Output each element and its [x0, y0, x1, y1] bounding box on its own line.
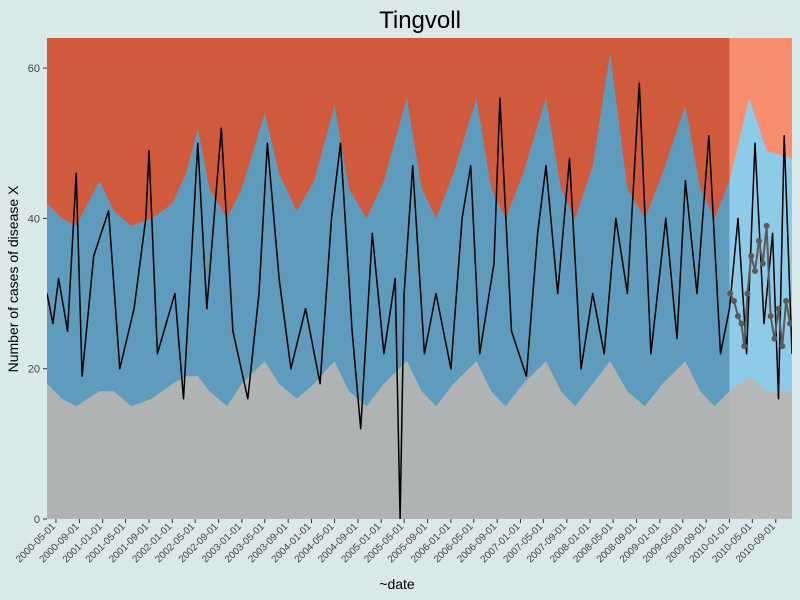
y-tick-label-0: 0	[34, 514, 40, 526]
plot-area	[47, 38, 792, 519]
forecast-point-3	[738, 320, 745, 327]
forecast-point-14	[779, 343, 786, 350]
forecast-point-2	[735, 313, 741, 320]
forecast-point-0	[727, 290, 734, 297]
plot-clipped-group	[47, 38, 792, 519]
forecast-lower-band	[729, 376, 792, 519]
forecast-point-6	[748, 253, 755, 259]
forecast-point-11	[767, 313, 774, 320]
forecast-point-9	[759, 260, 766, 267]
forecast-point-8	[756, 237, 762, 244]
observed-cases-line	[47, 82, 792, 519]
forecast-point-15	[783, 298, 790, 304]
chart-title: Tingvoll	[379, 7, 461, 34]
y-axis-title: Number of cases of disease X	[5, 185, 21, 372]
forecast-point-1	[731, 298, 737, 304]
forecast-point-7	[752, 268, 758, 274]
forecast-point-5	[744, 290, 751, 297]
y-axis: 0 20 40 60	[28, 63, 47, 526]
forecast-point-4	[741, 343, 748, 350]
forecast-point-16	[787, 320, 792, 327]
y-tick-label-40: 40	[28, 213, 40, 225]
x-axis-title: ~date	[379, 576, 415, 592]
historical-lower-band	[47, 361, 730, 519]
y-tick-label-60: 60	[28, 63, 40, 75]
y-tick-label-20: 20	[28, 364, 40, 376]
forecast-point-12	[771, 335, 778, 342]
forecast-point-10	[763, 222, 770, 229]
forecast-point-13	[775, 305, 782, 312]
